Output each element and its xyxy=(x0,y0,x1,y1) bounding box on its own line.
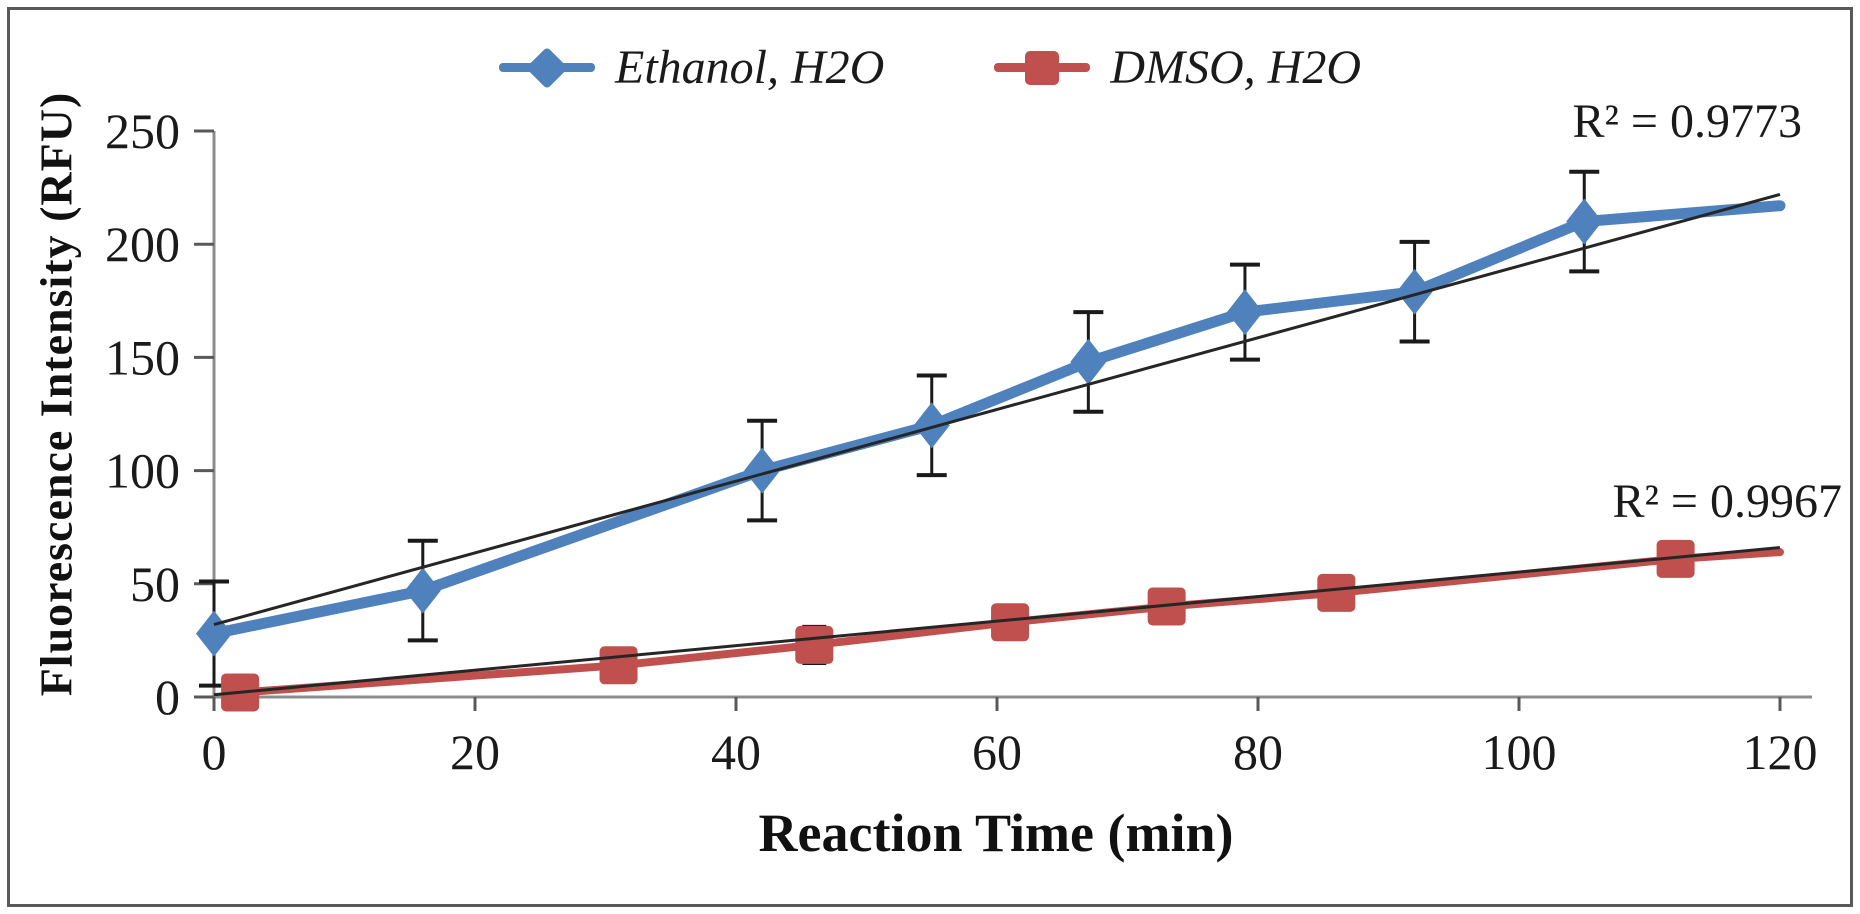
data-point-ethanol-h2o xyxy=(1070,338,1107,385)
square-marker-icon xyxy=(1025,50,1060,85)
data-point-ethanol-h2o xyxy=(196,610,232,657)
r-squared-ethanol: R² = 0.9773 xyxy=(1572,95,1802,148)
x-axis-title: Reaction Time (min) xyxy=(758,803,1234,863)
ethanol-series-swatch xyxy=(499,45,596,91)
dmso-series-swatch xyxy=(994,45,1091,91)
data-point-dmso-h2o xyxy=(991,603,1030,642)
legend-item-label: Ethanol, H2O xyxy=(615,41,885,94)
x-tick-label: 0 xyxy=(202,724,227,780)
series-line-dmso-h2o xyxy=(236,548,1784,697)
y-tick-label: 100 xyxy=(105,443,180,499)
chart-legend: Ethanol, H2O DMSO, H2O xyxy=(0,40,1860,95)
y-axis-title: Fluorescence Intensity (RFU) xyxy=(30,91,82,697)
y-tick-label: 200 xyxy=(105,216,180,272)
x-tick-label: 60 xyxy=(972,724,1022,780)
y-tick-label: 0 xyxy=(155,669,180,725)
legend-item-dmso: DMSO, H2O xyxy=(994,40,1361,95)
x-tick-label: 80 xyxy=(1233,724,1283,780)
legend-item-label: DMSO, H2O xyxy=(1110,41,1361,94)
data-point-ethanol-h2o xyxy=(404,567,441,614)
diamond-marker-icon xyxy=(525,46,569,89)
data-point-dmso-h2o xyxy=(1656,539,1695,578)
data-point-ethanol-h2o xyxy=(1396,268,1433,315)
y-tick-label: 250 xyxy=(105,103,180,159)
y-tick-label: 150 xyxy=(105,329,180,385)
data-point-ethanol-h2o xyxy=(1226,289,1263,336)
x-tick-label: 100 xyxy=(1482,724,1557,780)
y-tick-label: 50 xyxy=(130,556,180,612)
data-point-ethanol-h2o xyxy=(913,402,950,449)
trendline-dmso-h2o xyxy=(213,546,1781,697)
trendline-ethanol-h2o xyxy=(213,192,1781,626)
data-point-ethanol-h2o xyxy=(1566,198,1603,245)
data-point-dmso-h2o xyxy=(1317,573,1356,612)
x-tick-label: 120 xyxy=(1743,724,1818,780)
legend-item-ethanol: Ethanol, H2O xyxy=(499,40,884,95)
x-tick-label: 40 xyxy=(711,724,761,780)
data-point-dmso-h2o xyxy=(599,646,638,685)
r-squared-dmso: R² = 0.9967 xyxy=(1612,475,1842,528)
data-point-ethanol-h2o xyxy=(744,447,781,494)
x-tick-label: 20 xyxy=(450,724,500,780)
data-point-dmso-h2o xyxy=(795,625,834,664)
